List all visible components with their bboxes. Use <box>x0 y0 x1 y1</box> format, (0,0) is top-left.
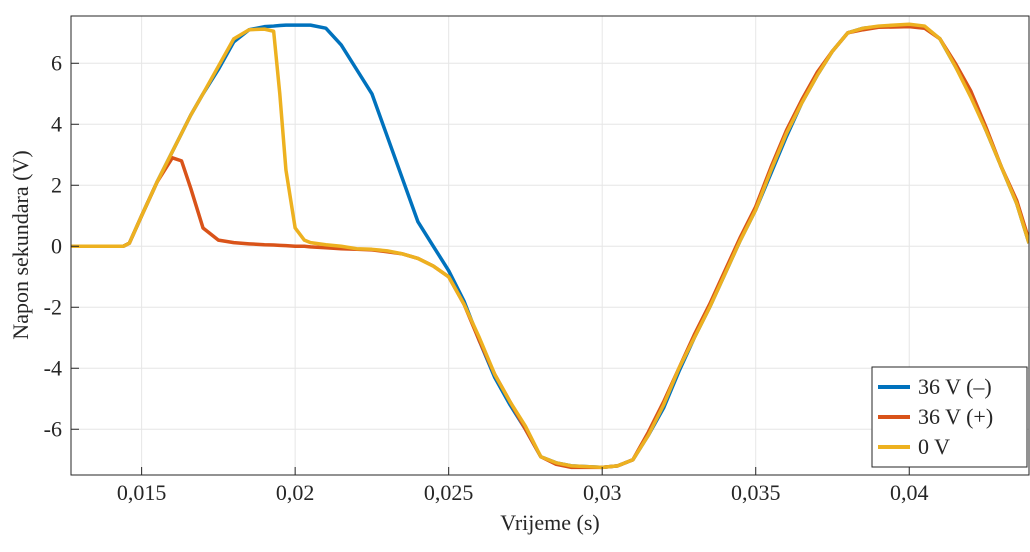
legend-label: 36 V (+) <box>918 404 993 429</box>
ticks: 0,015 0,02 0,025 0,03 0,035 0,04 -6 -4 -2 0 2 4 6 <box>44 50 929 505</box>
y-tick-label: 6 <box>51 50 62 75</box>
x-tick-label: 0,025 <box>424 480 474 505</box>
legend-label: 36 V (–) <box>918 374 992 399</box>
x-tick-label: 0,035 <box>731 480 781 505</box>
x-tick-label: 0,02 <box>276 480 315 505</box>
y-tick-label: -6 <box>44 416 62 441</box>
y-tick-label: 4 <box>51 111 62 136</box>
series-line <box>71 22 1029 470</box>
x-axis-label: Vrijeme (s) <box>500 510 599 535</box>
lines <box>71 22 1029 470</box>
legend-label: 0 V <box>918 434 950 459</box>
x-tick-label: 0,015 <box>117 480 167 505</box>
plot-area <box>71 16 1029 475</box>
grid <box>71 16 1029 475</box>
x-tick-label: 0,03 <box>583 480 622 505</box>
y-tick-label: -2 <box>44 294 62 319</box>
axes-box <box>70 15 1030 476</box>
y-tick-label: -4 <box>44 355 62 380</box>
legend: 36 V (–) 36 V (+) 0 V <box>871 366 1028 468</box>
x-tick-label: 0,04 <box>890 480 929 505</box>
y-axis-label: Napon sekundara (V) <box>8 150 33 339</box>
y-tick-label: 0 <box>51 233 62 258</box>
y-tick-label: 2 <box>51 172 62 197</box>
